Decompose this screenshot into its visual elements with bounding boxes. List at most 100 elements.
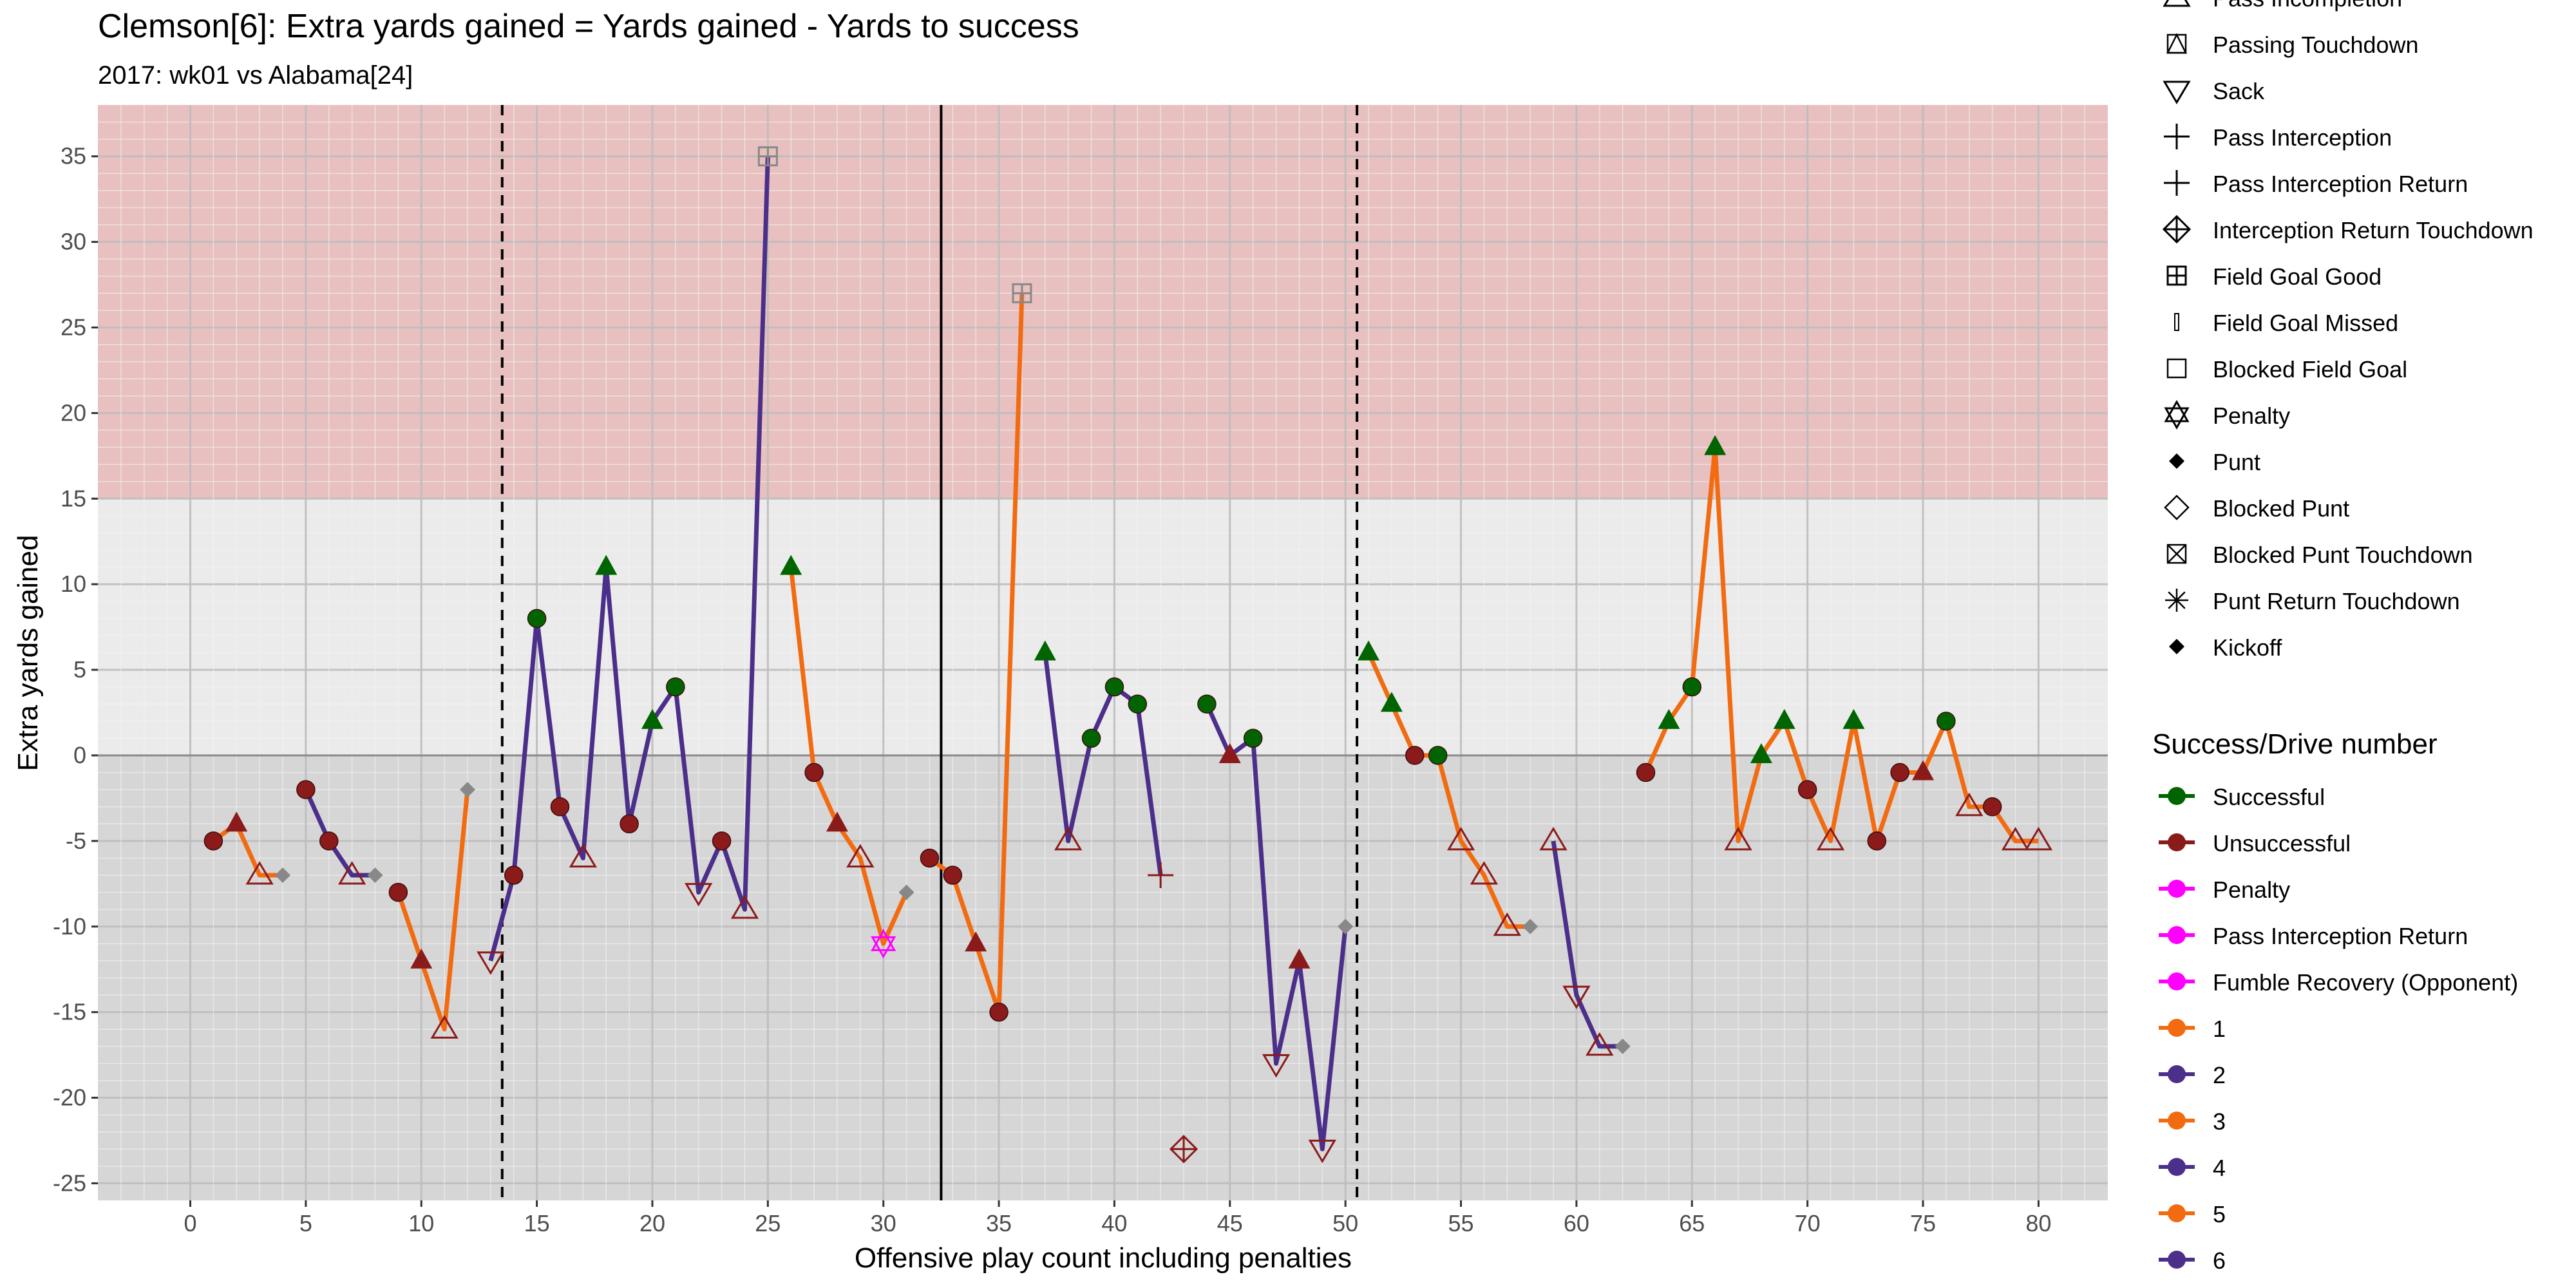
- point-triangle: [1658, 708, 1680, 729]
- data-point: [1636, 762, 1656, 782]
- legend-color-label: Unsuccessful: [2213, 830, 2351, 857]
- drive-4: [477, 146, 778, 975]
- point-incompletion: [245, 861, 274, 885]
- data-point: [871, 929, 896, 959]
- point-incompletion: [2001, 826, 2030, 851]
- legend-shape-label: Blocked Punt Touchdown: [2213, 542, 2473, 568]
- point-circle: [1890, 762, 1909, 782]
- y-tick-label: -10: [53, 913, 86, 940]
- legend-shape-item: Pass Interception Return: [2164, 170, 2468, 197]
- x-tick-label: 65: [1679, 1210, 1705, 1236]
- point-incompletion: [1054, 826, 1083, 851]
- point-punt: [1522, 918, 1539, 934]
- axes: 0 5 10 15 20 25 30 35 40 45 50 55 60 65 70 75 80-25-20-1…: [53, 143, 2051, 1236]
- point-triangle: [225, 811, 248, 832]
- data-point: [337, 861, 366, 885]
- legend-key: [2166, 544, 2187, 564]
- point-circle: [1428, 746, 1448, 765]
- drive-12: [1539, 826, 1631, 1056]
- point-circle: [1797, 780, 1817, 799]
- y-tick-label: -25: [53, 1170, 86, 1196]
- data-point: [1539, 826, 1567, 851]
- point-triangle: [826, 811, 848, 832]
- legend-color-label: 1: [2213, 1016, 2226, 1042]
- point-circle: [1081, 728, 1101, 748]
- legend-shape-label: Field Goal Missed: [2213, 310, 2398, 336]
- y-tick-label: -5: [66, 828, 86, 854]
- drive-1: [204, 811, 290, 885]
- point-incompletion: [1816, 826, 1845, 851]
- legend-shape-item: Pass Incompletion: [2163, 0, 2402, 12]
- legend-shape-label: Penalty: [2213, 402, 2290, 429]
- legend-key-dot: [2168, 1251, 2186, 1269]
- legend-key: [2169, 453, 2184, 469]
- point-incompletion: [1470, 861, 1499, 885]
- legend-key: [2164, 399, 2190, 430]
- legend-key-dot: [2168, 1204, 2186, 1222]
- data-point: [1493, 912, 1521, 936]
- legend-shape-item: Field Goal Missed: [2174, 310, 2398, 336]
- point-triangle: [1380, 692, 1403, 712]
- legend-color-item: Successful: [2159, 784, 2325, 810]
- y-tick-label: 35: [61, 143, 86, 169]
- data-point: [757, 146, 778, 167]
- drive-7: [920, 283, 1032, 1022]
- legend-color-label: Penalty: [2213, 876, 2290, 903]
- legend-color-label: 2: [2213, 1062, 2226, 1088]
- data-point: [1955, 792, 1984, 817]
- y-tick-label: 25: [61, 314, 86, 341]
- legend-key-dot: [2168, 1019, 2186, 1037]
- point-circle: [1636, 762, 1656, 782]
- data-point: [595, 554, 618, 575]
- legend-key-dot: [2168, 972, 2186, 990]
- data-point: [846, 844, 875, 867]
- data-point: [388, 882, 408, 902]
- legend-key-dot: [2168, 1158, 2186, 1176]
- legend-key: [2162, 214, 2192, 244]
- legend-key-dot: [2168, 926, 2186, 944]
- data-point: [685, 883, 713, 907]
- point-punt: [459, 782, 475, 798]
- point-triangle: [1842, 708, 1865, 729]
- x-tick-label: 55: [1448, 1210, 1474, 1236]
- point-incompletion: [569, 844, 597, 867]
- point-incompletion: [1724, 826, 1752, 851]
- data-point: [712, 831, 732, 851]
- point-incompletion: [1586, 1032, 1614, 1056]
- legend-shape-item: Pass Interception: [2164, 124, 2392, 151]
- data-point: [1890, 762, 1909, 782]
- data-point: [1682, 677, 1702, 697]
- legend-shape-label: Blocked Field Goal: [2213, 356, 2407, 383]
- x-tick-label: 0: [184, 1210, 196, 1236]
- point-sack: [685, 883, 713, 907]
- grid: [98, 105, 2108, 1200]
- legend-shape-label: Interception Return Touchdown: [2213, 217, 2533, 243]
- data-point: [367, 867, 383, 884]
- legend-color: Successful Unsuccessful Penalty Pass Interc…: [2159, 784, 2518, 1274]
- y-tick-label: 20: [61, 399, 86, 426]
- legend-color-label: Pass Interception Return: [2213, 923, 2468, 949]
- legend-color-label: 6: [2213, 1247, 2226, 1274]
- point-circle: [504, 866, 524, 885]
- data-point: [1658, 708, 1680, 729]
- data-point: [1338, 918, 1354, 934]
- data-point: [1586, 1032, 1614, 1056]
- legend-color-title: Success/Drive number: [2152, 728, 2438, 760]
- point-circle: [1128, 694, 1148, 714]
- x-tick-label: 30: [871, 1210, 896, 1236]
- data-point: [1615, 1038, 1631, 1054]
- data-point: [527, 609, 547, 629]
- point-sack: [1562, 985, 1591, 1010]
- legend-shape: Pass Incompletion Passing Touchdown Sack Pa…: [2162, 0, 2533, 661]
- point-triangle: [1750, 743, 1772, 763]
- drive-line: [1643, 445, 2039, 844]
- data-point: [1704, 435, 1727, 455]
- legend-key-dot: [2168, 880, 2186, 898]
- point-circle: [1405, 746, 1425, 765]
- legend-shape-item: Penalty: [2164, 399, 2290, 430]
- point-circle: [1197, 694, 1217, 714]
- point-triangle: [595, 554, 618, 575]
- legend-shape-item: Sack: [2163, 78, 2265, 104]
- data-point: [1470, 861, 1499, 885]
- data-point: [1816, 826, 1845, 851]
